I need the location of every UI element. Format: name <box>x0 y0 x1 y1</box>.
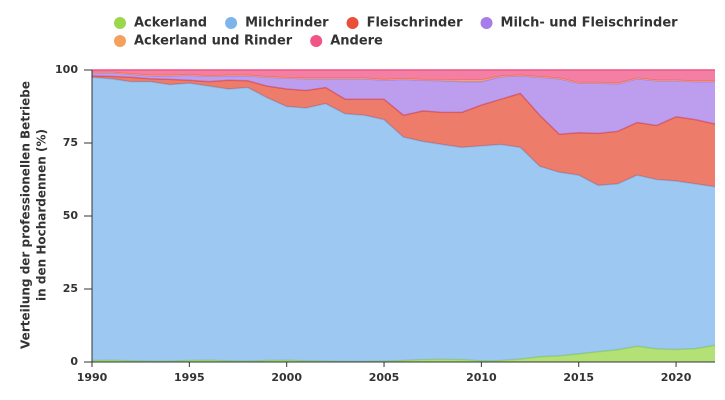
legend-marker <box>114 35 126 47</box>
legend-label: Fleischrinder <box>367 16 464 31</box>
area <box>92 70 715 84</box>
area <box>92 75 715 187</box>
legend-label: Ackerland <box>134 16 207 31</box>
y-tick-label: 75 <box>63 136 78 149</box>
x-tick-label: 2015 <box>563 371 594 384</box>
y-tick-label: 25 <box>63 282 78 295</box>
area <box>92 345 715 362</box>
x-tick-label: 2005 <box>369 371 400 384</box>
x-tick-label: 2020 <box>661 371 692 384</box>
y-axis-label: Verteilung der professionellen Betriebe <box>19 81 33 349</box>
y-tick-label: 50 <box>63 209 79 222</box>
legend-marker <box>225 17 238 29</box>
plot-area <box>91 69 716 363</box>
x-tick-label: 1995 <box>174 371 205 384</box>
legend-marker <box>346 17 359 29</box>
legend-marker <box>114 17 126 29</box>
legend-marker <box>480 17 493 29</box>
legend-label: Milch- und Fleischrinder <box>501 16 679 31</box>
y-axis-label: in den Hochardennen (%) <box>35 129 49 301</box>
area <box>92 77 715 362</box>
area <box>92 72 715 135</box>
x-tick-label: 2000 <box>271 371 302 384</box>
legend-marker <box>310 35 323 47</box>
x-tick-label: 2010 <box>466 371 497 384</box>
y-tick-label: 0 <box>70 355 78 368</box>
x-tick-label: 1990 <box>77 371 108 384</box>
legend-label: Andere <box>330 34 383 49</box>
legend-label: Milchrinder <box>245 16 329 31</box>
y-tick-label: 100 <box>55 63 78 76</box>
legend-label: Ackerland und Rinder <box>134 34 293 49</box>
